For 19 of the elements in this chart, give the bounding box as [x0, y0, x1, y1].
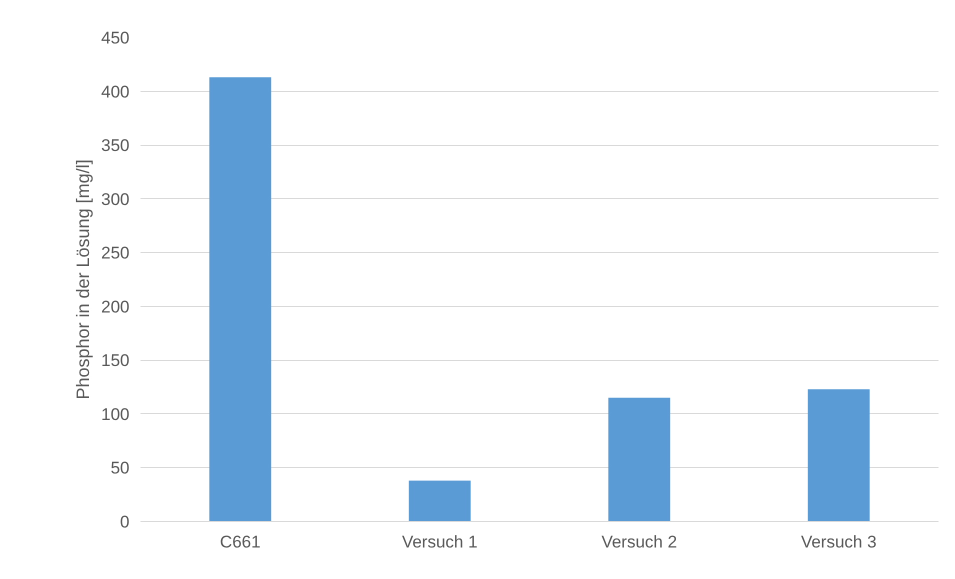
- x-tick-label: Versuch 2: [601, 532, 678, 552]
- x-tick-label: Versuch 1: [402, 532, 478, 552]
- bar: [209, 77, 272, 522]
- y-tick-label: 50: [110, 458, 130, 478]
- y-tick-label: 350: [101, 136, 130, 156]
- y-tick-label: 400: [101, 82, 130, 102]
- y-tick-label: 200: [101, 297, 130, 316]
- y-tick-label: 250: [101, 244, 130, 263]
- y-tick-label: 150: [101, 351, 130, 370]
- x-tick-label: Versuch 3: [800, 532, 877, 552]
- y-tick-label: 450: [101, 28, 130, 48]
- x-tick-label: C661: [220, 532, 261, 552]
- y-axis-title: Phosphor in der Lösung [mg/l]: [73, 159, 94, 400]
- y-tick-label: 300: [101, 190, 130, 209]
- y-tick-label: 0: [120, 512, 130, 532]
- bar: [808, 389, 870, 522]
- bar: [408, 480, 471, 522]
- y-tick-label: 100: [101, 404, 130, 424]
- bar: [608, 398, 670, 522]
